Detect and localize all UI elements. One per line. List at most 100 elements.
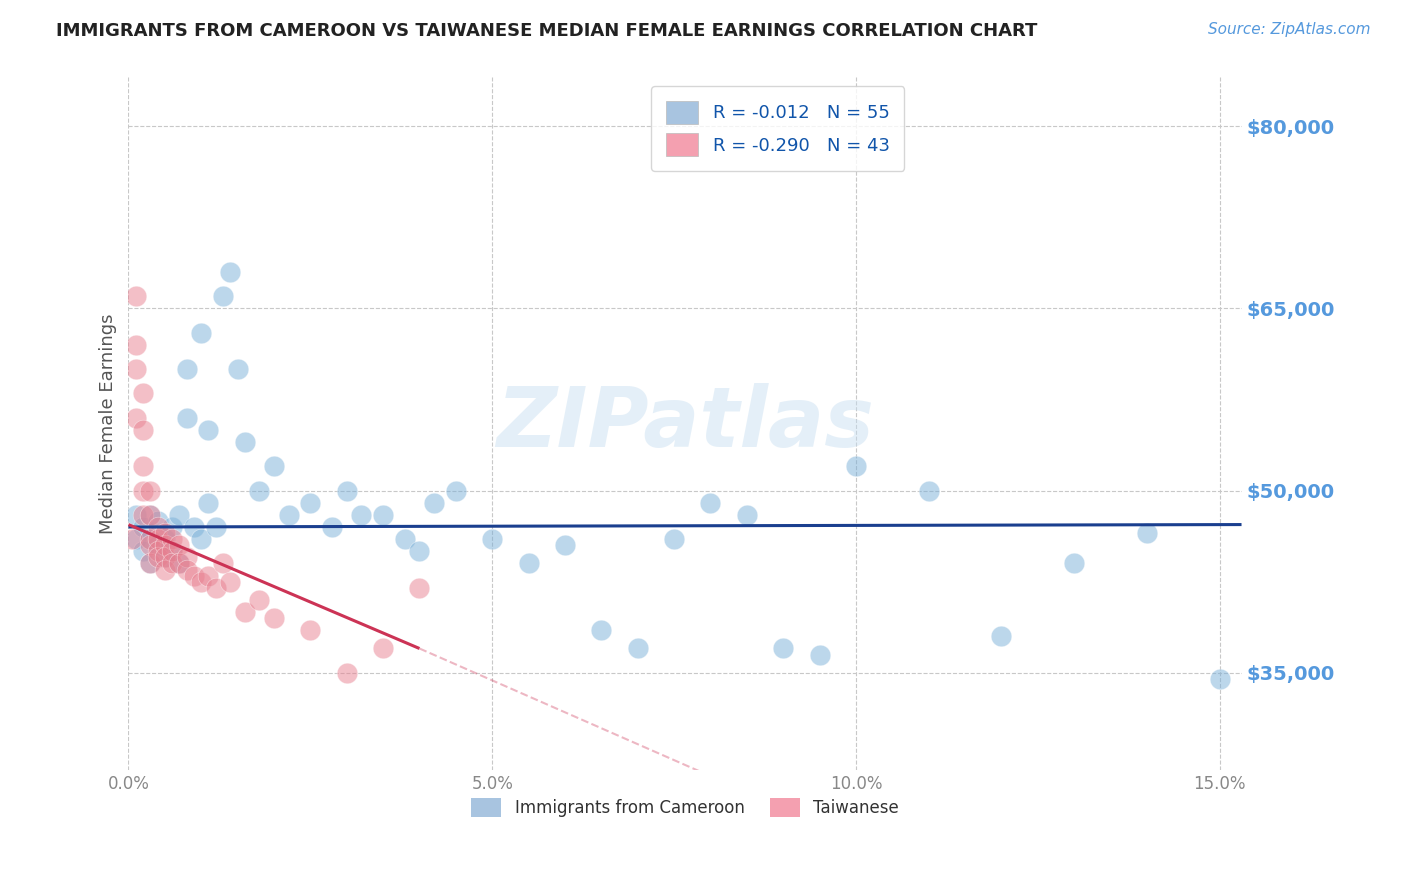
Point <box>176 562 198 576</box>
Point <box>408 544 430 558</box>
Point <box>153 550 176 565</box>
Point <box>169 557 191 571</box>
Point <box>160 520 183 534</box>
Point <box>153 532 176 546</box>
Point <box>146 550 169 565</box>
Point <box>125 532 148 546</box>
Point <box>146 538 169 552</box>
Point <box>169 538 191 552</box>
Text: IMMIGRANTS FROM CAMEROON VS TAIWANESE MEDIAN FEMALE EARNINGS CORRELATION CHART: IMMIGRANTS FROM CAMEROON VS TAIWANESE ME… <box>56 22 1038 40</box>
Point <box>197 568 219 582</box>
Point <box>299 496 322 510</box>
Point <box>299 624 322 638</box>
Point <box>132 386 155 401</box>
Point <box>408 581 430 595</box>
Point <box>233 434 256 449</box>
Point <box>554 538 576 552</box>
Point <box>735 508 758 522</box>
Point <box>1063 557 1085 571</box>
Point <box>153 526 176 541</box>
Point <box>249 483 271 498</box>
Point <box>277 508 299 522</box>
Point <box>371 641 394 656</box>
Point <box>121 532 143 546</box>
Point <box>139 557 162 571</box>
Point <box>125 337 148 351</box>
Point <box>132 483 155 498</box>
Point <box>125 362 148 376</box>
Point <box>918 483 941 498</box>
Point <box>169 508 191 522</box>
Point <box>212 289 235 303</box>
Point <box>190 326 212 340</box>
Point <box>125 289 148 303</box>
Point <box>176 362 198 376</box>
Point <box>212 557 235 571</box>
Point <box>423 496 446 510</box>
Point <box>139 532 162 546</box>
Point <box>197 496 219 510</box>
Point <box>772 641 794 656</box>
Point <box>321 520 343 534</box>
Point <box>990 629 1012 643</box>
Point <box>394 532 416 546</box>
Point <box>219 574 242 589</box>
Point <box>139 557 162 571</box>
Point <box>226 362 249 376</box>
Point <box>139 483 162 498</box>
Point <box>132 508 155 522</box>
Point <box>190 574 212 589</box>
Point <box>153 538 176 552</box>
Point <box>160 544 183 558</box>
Text: Source: ZipAtlas.com: Source: ZipAtlas.com <box>1208 22 1371 37</box>
Point <box>219 265 242 279</box>
Point <box>153 562 176 576</box>
Point <box>845 459 868 474</box>
Point <box>132 423 155 437</box>
Point <box>233 605 256 619</box>
Text: ZIPatlas: ZIPatlas <box>496 384 875 464</box>
Point <box>176 550 198 565</box>
Point <box>139 508 162 522</box>
Point <box>481 532 503 546</box>
Point <box>197 423 219 437</box>
Point <box>153 550 176 565</box>
Point <box>160 557 183 571</box>
Point <box>699 496 721 510</box>
Point <box>132 459 155 474</box>
Point <box>350 508 373 522</box>
Point <box>204 520 226 534</box>
Point <box>1136 526 1159 541</box>
Point <box>204 581 226 595</box>
Point <box>125 508 148 522</box>
Point <box>169 557 191 571</box>
Point <box>263 459 285 474</box>
Point <box>132 520 155 534</box>
Point <box>371 508 394 522</box>
Point <box>139 508 162 522</box>
Point <box>183 520 205 534</box>
Point <box>627 641 650 656</box>
Point <box>336 483 359 498</box>
Point <box>146 514 169 528</box>
Point <box>444 483 467 498</box>
Point <box>662 532 685 546</box>
Point <box>146 520 169 534</box>
Point <box>336 665 359 680</box>
Point <box>146 532 169 546</box>
Y-axis label: Median Female Earnings: Median Female Earnings <box>100 313 117 534</box>
Legend: Immigrants from Cameroon, Taiwanese: Immigrants from Cameroon, Taiwanese <box>465 791 905 824</box>
Point <box>249 593 271 607</box>
Point <box>160 544 183 558</box>
Point <box>160 532 183 546</box>
Point <box>139 538 162 552</box>
Point <box>176 410 198 425</box>
Point <box>517 557 540 571</box>
Point <box>808 648 831 662</box>
Point <box>132 544 155 558</box>
Point <box>1208 672 1230 686</box>
Point <box>263 611 285 625</box>
Point <box>591 624 613 638</box>
Point <box>190 532 212 546</box>
Point <box>125 410 148 425</box>
